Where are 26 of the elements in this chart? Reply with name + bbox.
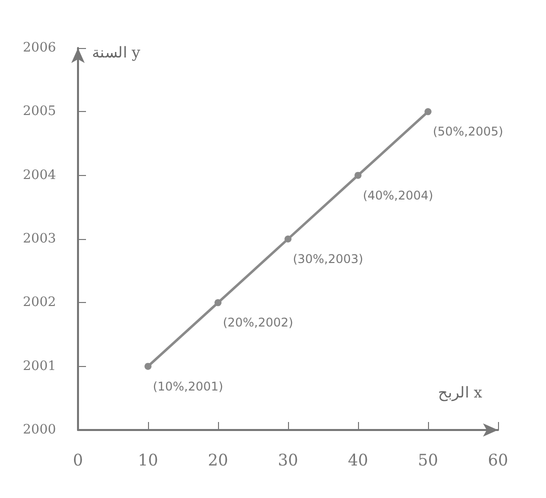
point <box>284 236 292 242</box>
y-tick-label: 2003 <box>22 232 56 246</box>
annotation: (30%,2003) <box>292 252 364 266</box>
annotation: (20%,2002) <box>222 316 294 330</box>
y-tick-label: 2004 <box>22 168 56 183</box>
x-tick-label: 0 <box>72 450 84 470</box>
x-tick-label: 60 <box>488 450 508 470</box>
x-tick-label: 50 <box>418 450 438 470</box>
point <box>144 362 152 370</box>
x-tick-label: 40 <box>348 450 368 470</box>
annotation: (40%,2004) <box>362 188 434 202</box>
y-tick-label: 2006 <box>22 40 56 56</box>
annotation: (50%,2005) <box>432 124 504 139</box>
point <box>424 108 432 116</box>
y-tick-label: 2001 <box>22 358 56 374</box>
x-tick-label: 10 <box>138 450 158 470</box>
y-tick-label: 2002 <box>22 295 56 310</box>
point <box>354 172 362 179</box>
x-axis-title: الربح x <box>438 384 483 402</box>
annotation: (10%,2001) <box>152 379 224 394</box>
point <box>214 299 222 306</box>
x-tick-label: 20 <box>208 450 228 470</box>
y-tick-label: 2005 <box>22 104 56 120</box>
y-tick-label: 2000 <box>22 422 56 438</box>
y-axis-title: السنة y <box>92 44 141 62</box>
x-tick-label: 30 <box>278 450 298 470</box>
